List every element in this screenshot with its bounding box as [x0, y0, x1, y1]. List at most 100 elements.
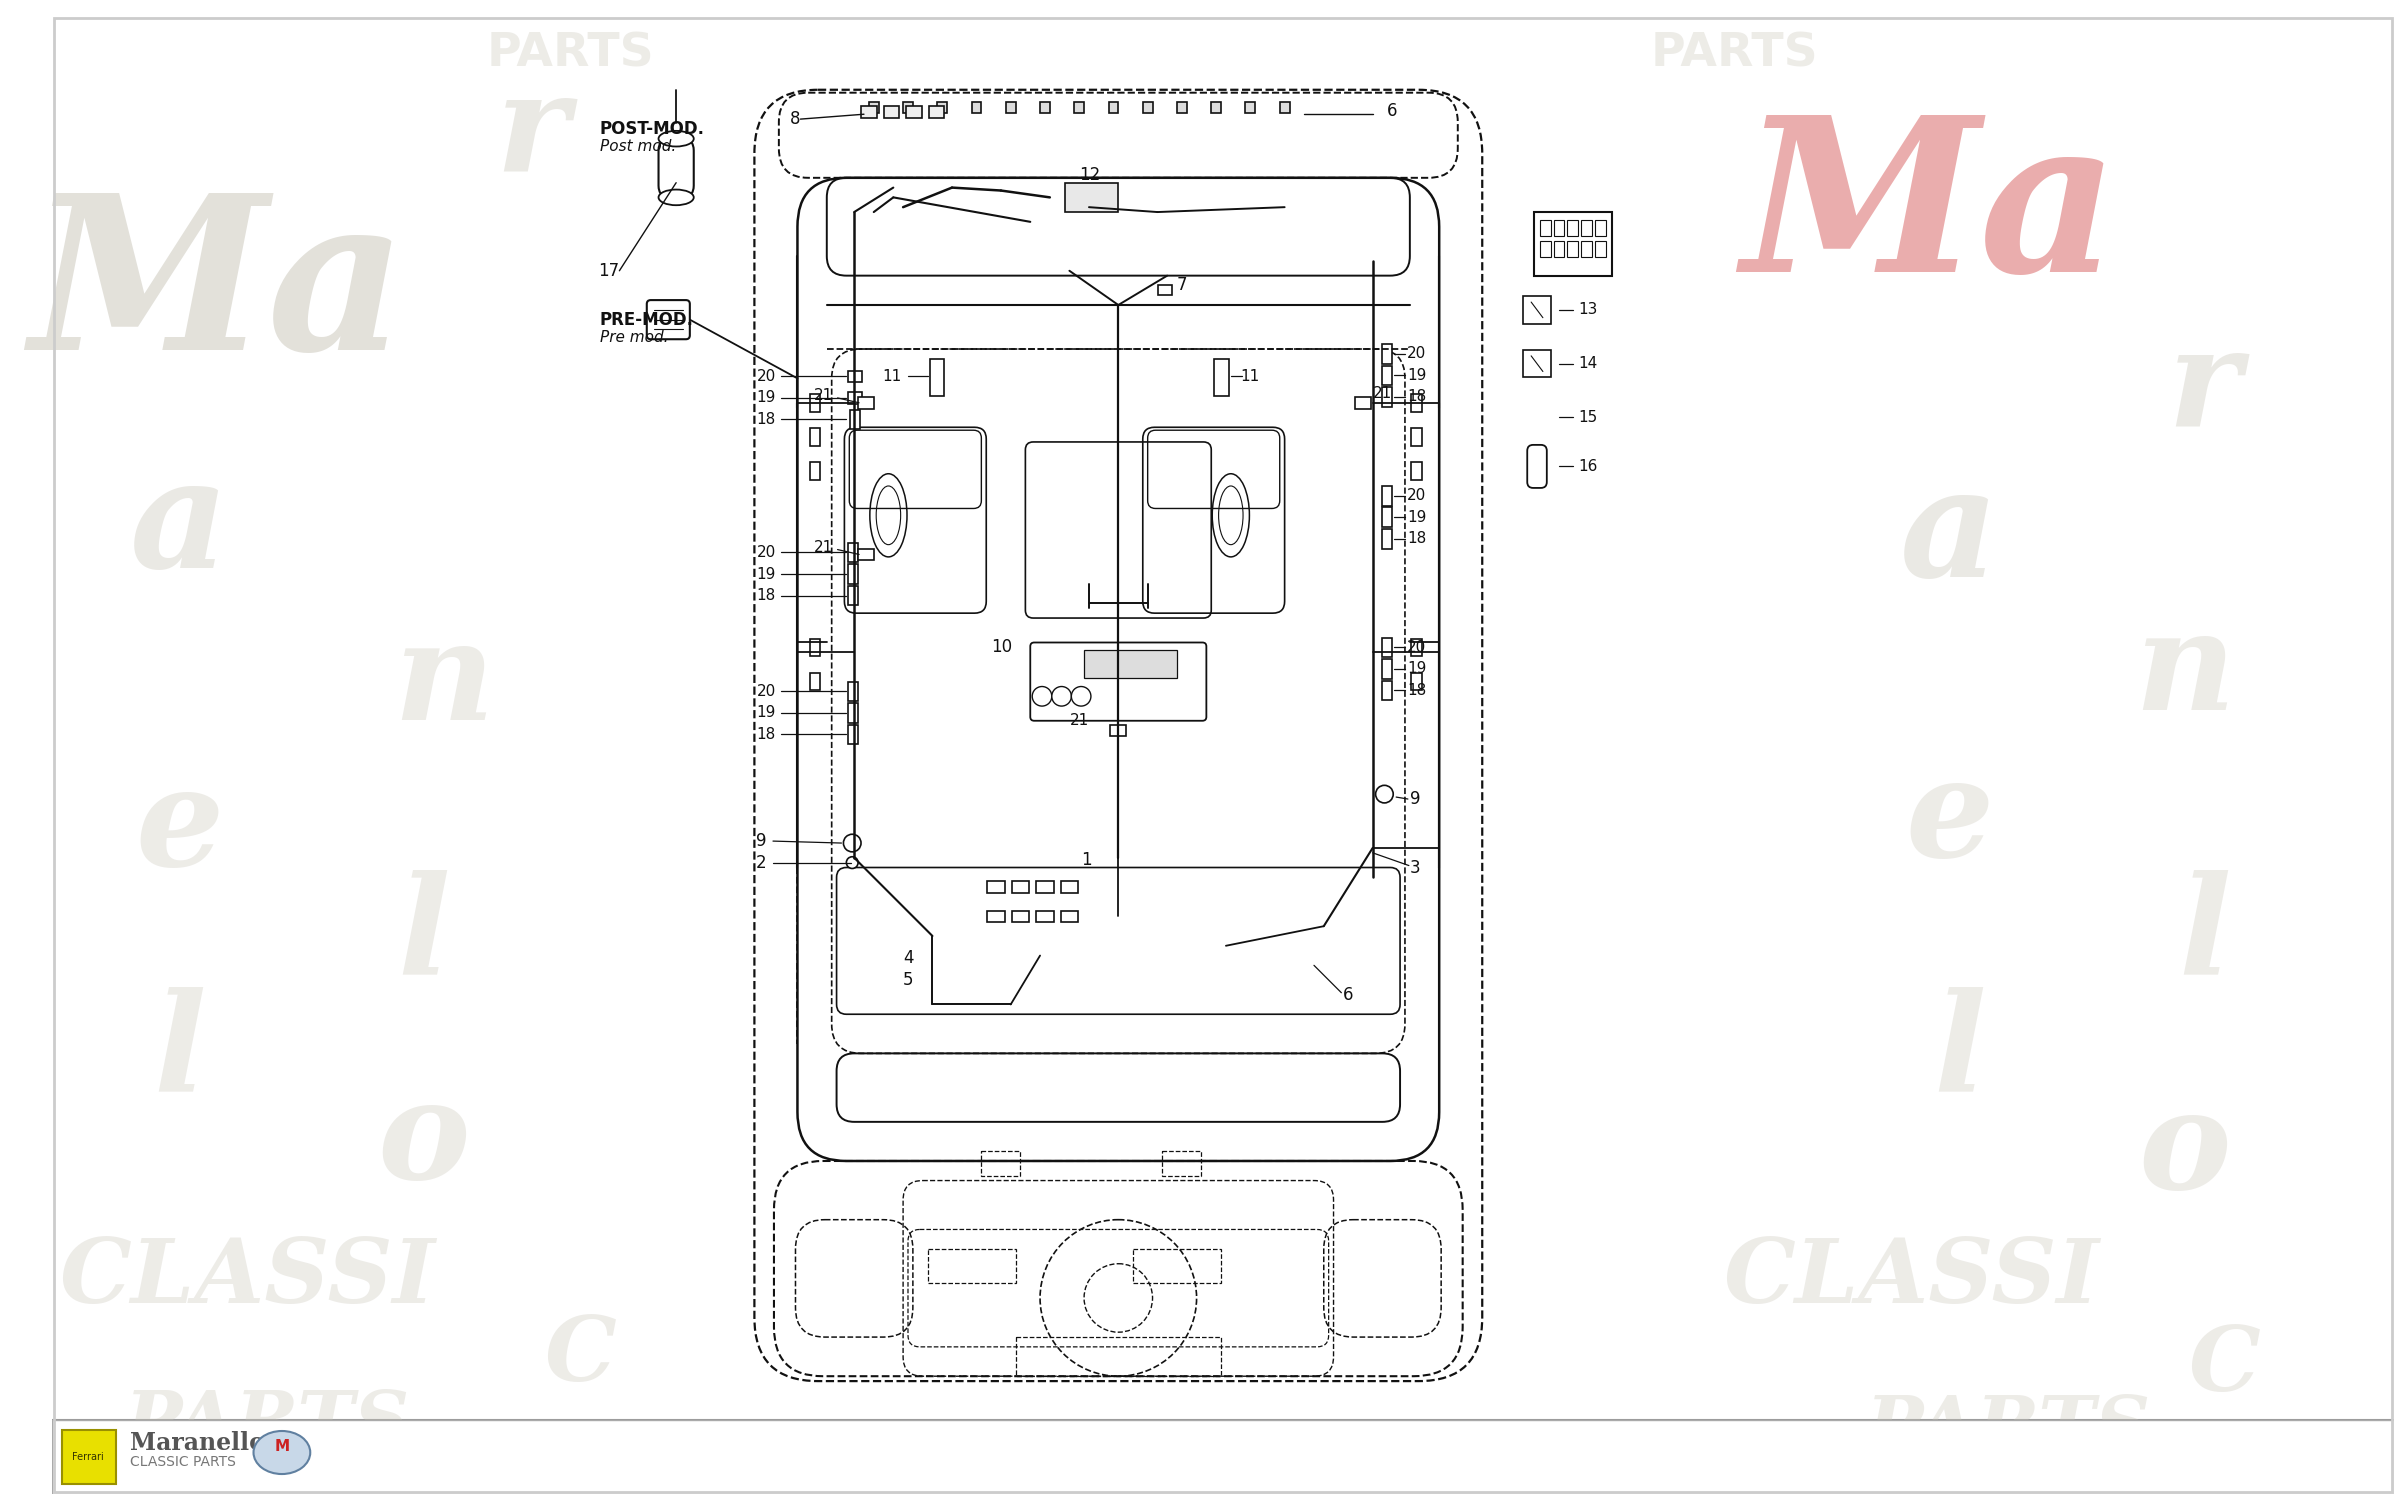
Bar — [883, 106, 900, 118]
Text: PARTS: PARTS — [1652, 32, 1819, 76]
Bar — [850, 409, 859, 429]
Ellipse shape — [658, 131, 694, 146]
Bar — [62, 1430, 115, 1484]
Bar — [1065, 183, 1118, 211]
Bar — [847, 565, 857, 584]
Text: 3: 3 — [1410, 859, 1420, 876]
Text: Post mod.: Post mod. — [601, 139, 675, 154]
Bar — [1381, 344, 1393, 364]
Circle shape — [1073, 687, 1092, 707]
Text: 15: 15 — [1578, 411, 1597, 424]
Text: PARTS: PARTS — [124, 1388, 409, 1462]
Bar — [1523, 296, 1551, 323]
Text: r: r — [2167, 322, 2241, 455]
Bar — [1412, 462, 1422, 480]
FancyBboxPatch shape — [658, 139, 694, 198]
Bar — [972, 101, 982, 113]
Bar — [1381, 528, 1393, 548]
Bar — [1037, 882, 1053, 892]
Bar — [1412, 673, 1422, 690]
Bar — [1381, 507, 1393, 527]
Bar — [1580, 220, 1592, 236]
Bar — [929, 359, 943, 396]
Text: Pre mod.: Pre mod. — [601, 329, 668, 344]
Bar — [903, 101, 912, 113]
Bar — [862, 106, 876, 118]
Text: C: C — [2188, 1323, 2260, 1410]
Text: 19: 19 — [1408, 661, 1427, 676]
Text: e: e — [1906, 752, 1994, 885]
Text: l: l — [2179, 868, 2231, 1003]
Bar — [929, 106, 943, 118]
Bar — [1381, 660, 1393, 678]
Bar — [982, 1151, 1020, 1176]
Text: POST-MOD.: POST-MOD. — [601, 119, 704, 137]
Text: Ferrari: Ferrari — [72, 1453, 103, 1462]
Bar — [1568, 220, 1578, 236]
Bar — [1412, 394, 1422, 412]
Bar — [1142, 101, 1152, 113]
Bar — [1163, 1151, 1202, 1176]
Bar — [809, 639, 821, 657]
Bar — [847, 704, 857, 723]
Bar — [986, 911, 1005, 923]
Bar — [1061, 882, 1077, 892]
Bar — [1594, 220, 1606, 236]
Bar — [986, 882, 1005, 892]
Bar — [1554, 220, 1563, 236]
Text: 18: 18 — [757, 587, 776, 602]
Bar — [1245, 101, 1254, 113]
Text: CLASSI: CLASSI — [1724, 1235, 2100, 1321]
Text: 14: 14 — [1578, 356, 1597, 371]
Bar — [926, 1249, 1015, 1284]
Text: 19: 19 — [1408, 510, 1427, 525]
Text: a: a — [1901, 461, 1999, 610]
Text: 6: 6 — [1389, 103, 1398, 121]
Bar — [1211, 101, 1221, 113]
FancyBboxPatch shape — [1029, 642, 1207, 720]
Bar — [1381, 486, 1393, 506]
Bar — [1111, 725, 1125, 737]
FancyBboxPatch shape — [646, 300, 689, 340]
Bar — [857, 548, 874, 560]
Bar — [1381, 365, 1393, 385]
Text: 9: 9 — [757, 832, 766, 850]
Bar — [1075, 101, 1084, 113]
Bar — [847, 542, 857, 562]
Text: 19: 19 — [757, 705, 776, 720]
Bar — [1412, 639, 1422, 657]
Text: e: e — [134, 761, 223, 895]
Text: n: n — [393, 615, 493, 749]
Text: 18: 18 — [1408, 532, 1427, 547]
Bar — [1108, 101, 1118, 113]
Text: 21: 21 — [814, 541, 833, 556]
Bar — [1568, 242, 1578, 257]
Text: 11: 11 — [881, 368, 900, 384]
Text: 13: 13 — [1578, 302, 1597, 317]
Bar — [1554, 242, 1563, 257]
FancyBboxPatch shape — [797, 178, 1439, 1161]
Text: 20: 20 — [757, 545, 776, 560]
Text: o: o — [378, 1075, 469, 1208]
Bar — [847, 370, 862, 382]
Text: 19: 19 — [1408, 368, 1427, 384]
Text: 2: 2 — [757, 853, 766, 871]
Circle shape — [1051, 687, 1073, 707]
Text: 19: 19 — [757, 566, 776, 581]
Bar — [809, 429, 821, 445]
Text: 21: 21 — [1070, 713, 1089, 728]
Bar — [1594, 242, 1606, 257]
Text: Ma: Ma — [1740, 107, 2119, 317]
FancyBboxPatch shape — [1527, 445, 1547, 488]
Bar — [809, 394, 821, 412]
Text: 21: 21 — [1372, 385, 1391, 400]
Bar — [809, 462, 821, 480]
Bar — [847, 586, 857, 606]
Text: 5: 5 — [903, 971, 915, 989]
Bar — [847, 393, 862, 403]
Ellipse shape — [658, 190, 694, 205]
Text: 19: 19 — [757, 391, 776, 405]
Text: r: r — [496, 66, 567, 201]
Text: M: M — [275, 1439, 290, 1454]
Bar — [1412, 429, 1422, 445]
